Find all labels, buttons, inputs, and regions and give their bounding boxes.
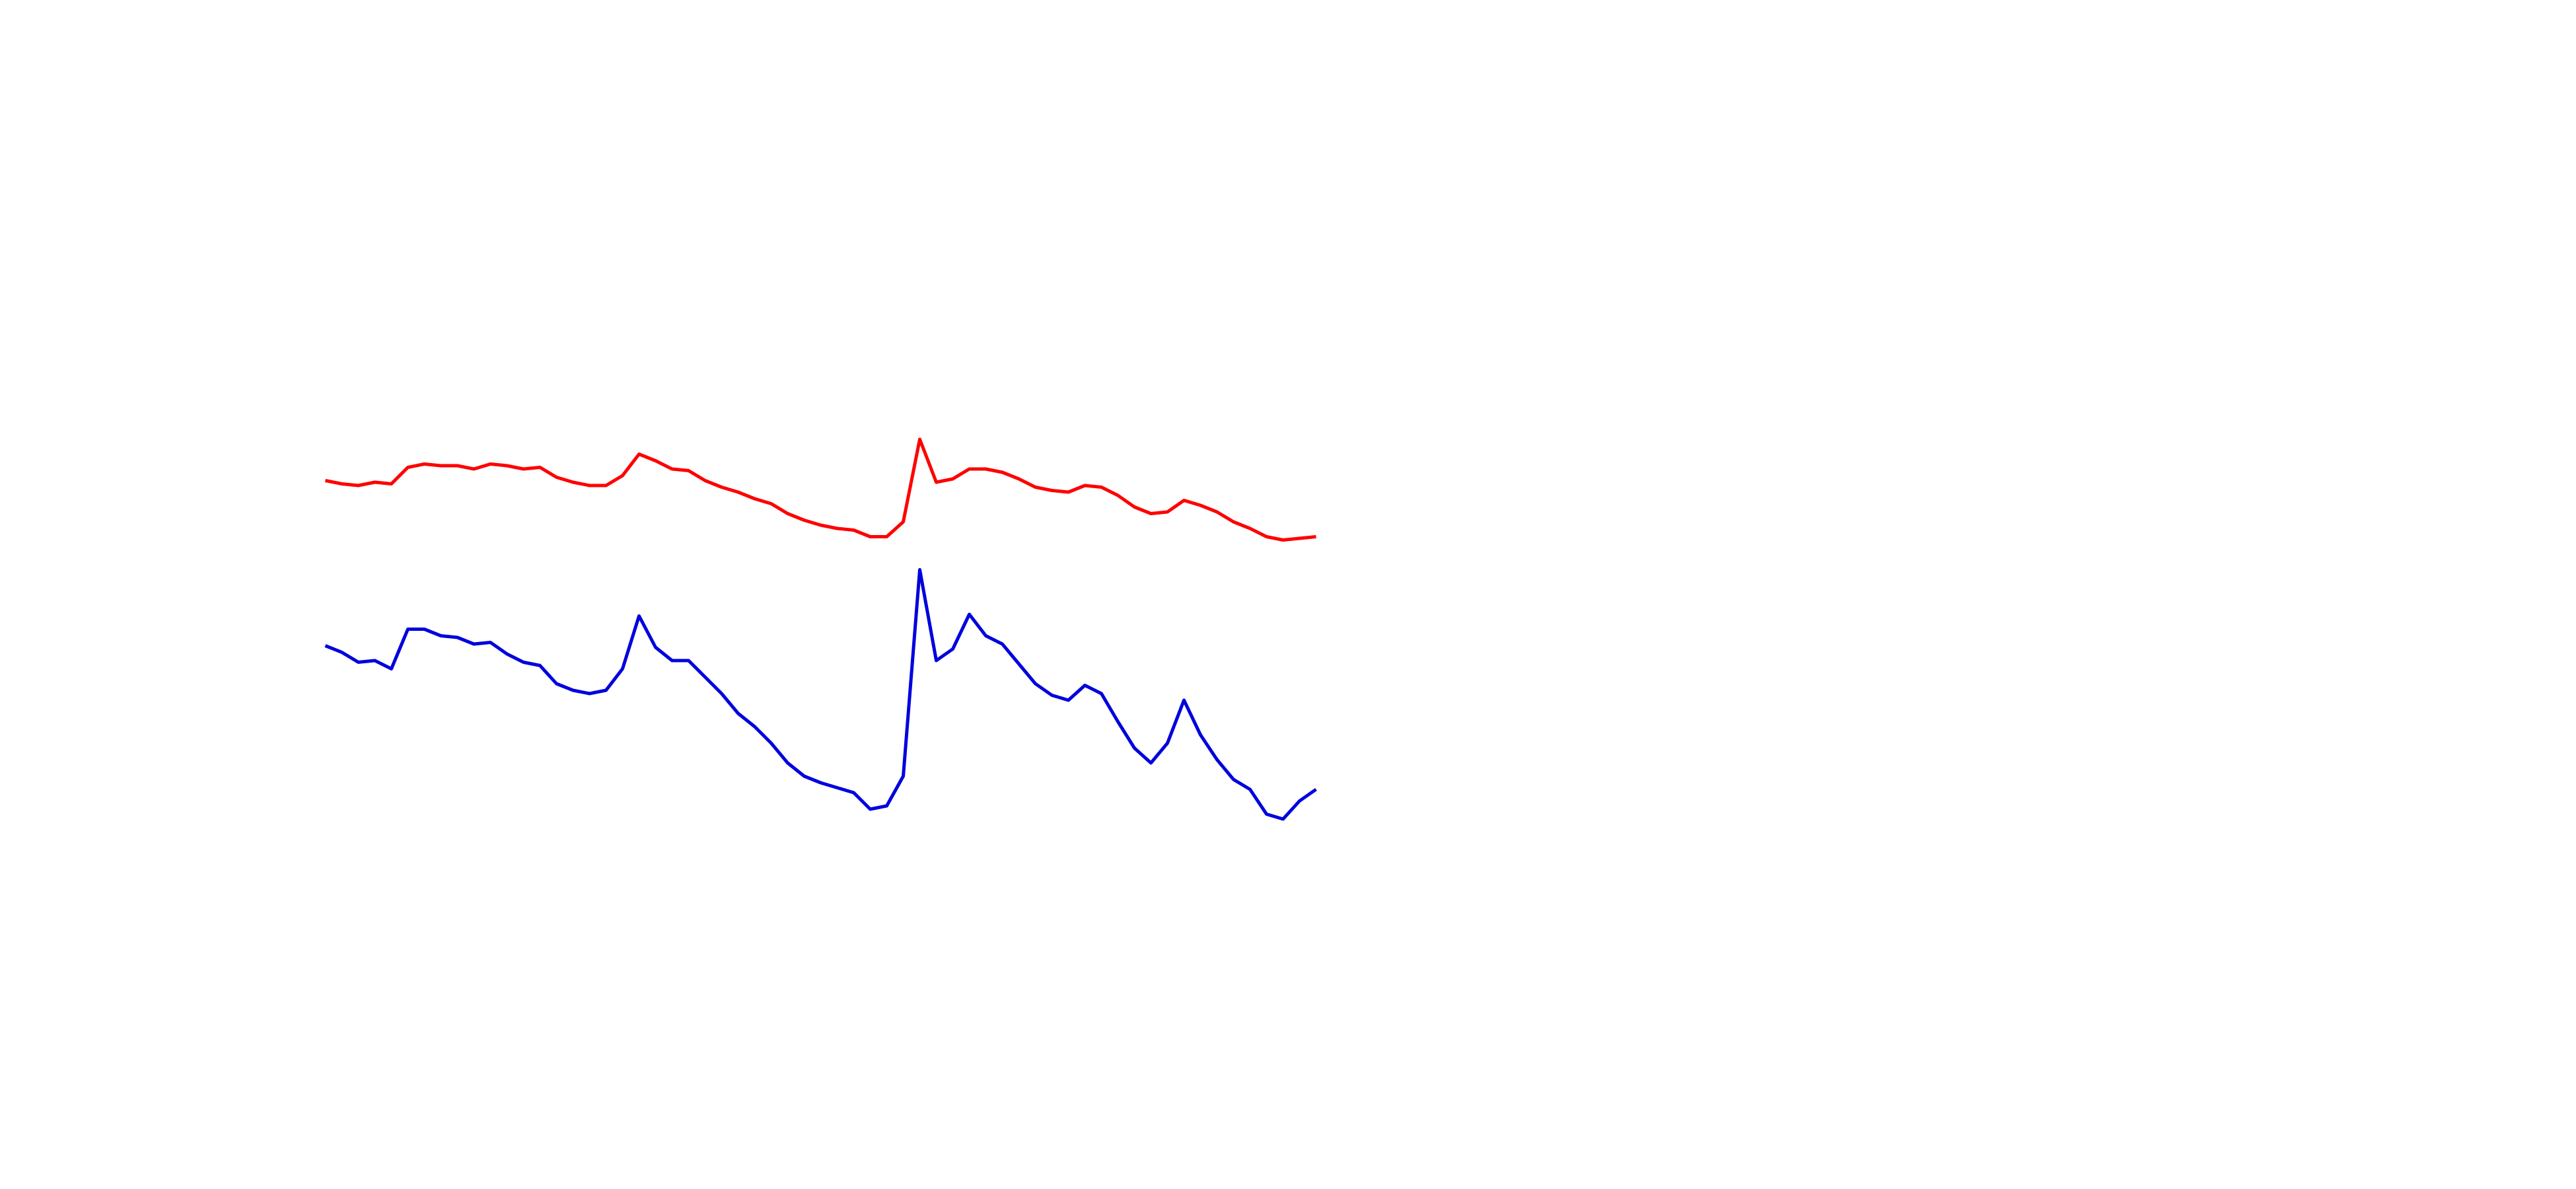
line	[324, 568, 1317, 821]
line	[325, 437, 1316, 542]
